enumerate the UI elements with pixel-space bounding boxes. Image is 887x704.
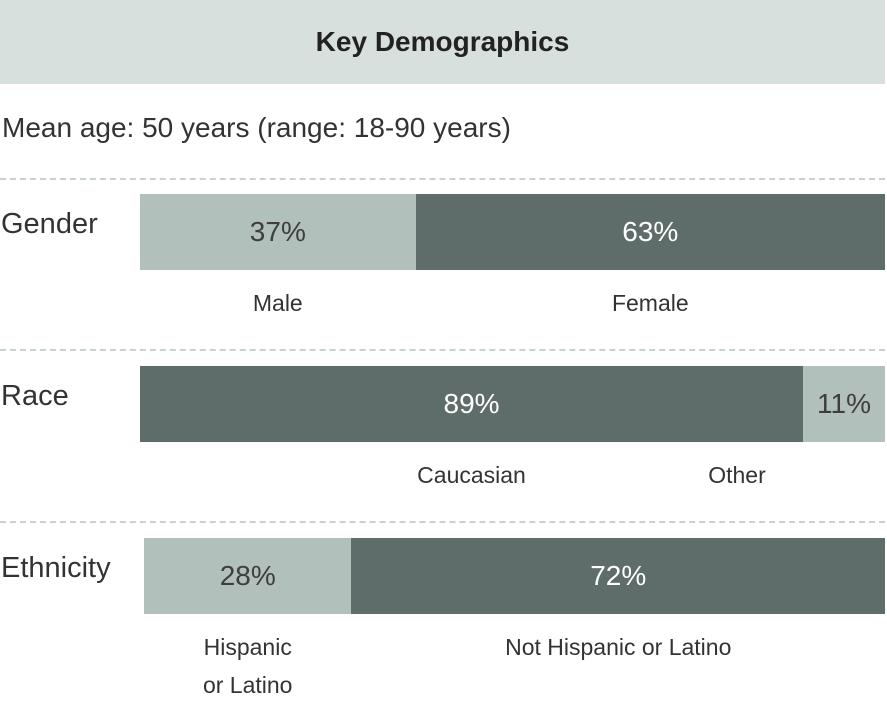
bar-segment-female: 63%: [415, 194, 885, 270]
chart-title: Key Demographics: [0, 0, 885, 84]
category-label-female: Female: [611, 290, 689, 316]
bar-segment-caucasian: 89%: [140, 366, 804, 442]
category-label-male: Male: [252, 290, 303, 316]
row-label-race: Race: [1, 380, 69, 412]
bar-segment-other: 11%: [803, 366, 885, 442]
row-divider: [0, 178, 885, 180]
bar-segment-not-hispanic-or-latino: 72%: [351, 538, 885, 614]
category-label-not-hispanic-or-latino: Not Hispanic or Latino: [505, 634, 732, 660]
category-label-caucasian: Caucasian: [417, 462, 526, 488]
stacked-bar-race: 89% 11%: [140, 366, 885, 442]
row-label-ethnicity: Ethnicity: [1, 552, 111, 584]
row-label-gender: Gender: [1, 208, 98, 240]
bar-segment-male: 37%: [140, 194, 416, 270]
row-divider: [0, 349, 885, 351]
stacked-bar-gender: 37% 63%: [140, 194, 885, 270]
mean-age-text: Mean age: 50 years (range: 18-90 years): [2, 112, 511, 143]
category-label-hispanic-or-latino: Hispanic or Latino: [202, 634, 293, 698]
stacked-bar-ethnicity: 28% 72%: [144, 538, 885, 614]
category-label-other: Other: [708, 462, 766, 488]
bar-segment-hispanic-or-latino: 28%: [144, 538, 352, 614]
row-divider: [0, 521, 885, 523]
